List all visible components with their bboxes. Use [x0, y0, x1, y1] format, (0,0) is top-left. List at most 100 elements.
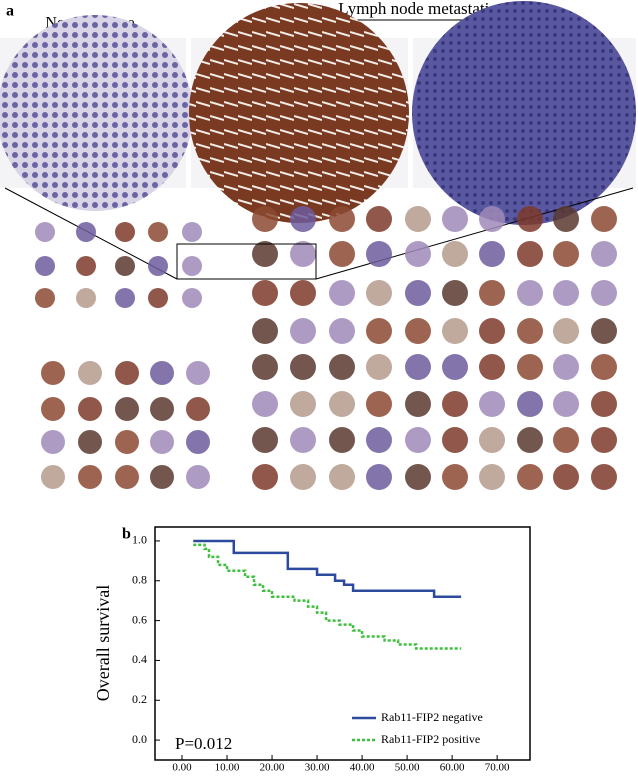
tma-core [186, 397, 210, 421]
tma-core [148, 256, 168, 276]
tma-core [442, 354, 468, 380]
tma-core [405, 391, 431, 417]
tma-core [115, 361, 139, 385]
tma-core [366, 280, 392, 306]
tma-core [366, 427, 392, 453]
tma-core [591, 241, 617, 267]
tma-core [442, 280, 468, 306]
tma-core [405, 241, 431, 267]
tma-core [150, 430, 174, 454]
tma-core [479, 391, 505, 417]
tma-core [115, 397, 139, 421]
tma-core [182, 288, 202, 308]
tma-core [405, 318, 431, 344]
tma-core [553, 464, 579, 490]
tma-core [290, 280, 316, 306]
tma-core [290, 318, 316, 344]
x-tick-label: 10.00 [215, 762, 240, 774]
tma-core [329, 318, 355, 344]
x-tick-label: 70.00 [485, 762, 510, 774]
survival-curve [193, 543, 462, 650]
tma-core [76, 222, 96, 242]
tma-core [479, 464, 505, 490]
tma-core [252, 391, 278, 417]
x-tick-label: 50.00 [395, 762, 420, 774]
tma-core [442, 206, 468, 232]
x-tick-label: 0.00 [172, 762, 192, 774]
tma-core [290, 391, 316, 417]
tma-core [76, 288, 96, 308]
tma-core [252, 280, 278, 306]
tma-core [150, 361, 174, 385]
tma-core [366, 241, 392, 267]
tma-core [591, 464, 617, 490]
tma-core [329, 206, 355, 232]
tma-core [553, 280, 579, 306]
tma-core [115, 256, 135, 276]
tma-core [252, 318, 278, 344]
tma-core [150, 465, 174, 489]
tma-core [186, 465, 210, 489]
tma-core [442, 318, 468, 344]
tma-core [479, 354, 505, 380]
y-axis-label: Overall survival [93, 585, 113, 701]
tma-core [553, 391, 579, 417]
tma-core [290, 464, 316, 490]
zoom-line [315, 187, 634, 280]
legend-label: Rab11-FIP2 negative [381, 710, 483, 724]
y-tick-label: 0.0 [132, 732, 147, 746]
tma-core [41, 430, 65, 454]
tma-core [290, 241, 316, 267]
y-tick-label: 1.0 [132, 533, 147, 547]
tma-core [517, 391, 543, 417]
tma-core [405, 464, 431, 490]
tma-core [591, 427, 617, 453]
tma-core [591, 391, 617, 417]
tma-core [41, 397, 65, 421]
tma-core [517, 280, 543, 306]
tma-core [366, 354, 392, 380]
tma-core [479, 280, 505, 306]
tma-core [442, 391, 468, 417]
survival-curve [193, 539, 462, 598]
y-tick-label: 0.8 [132, 573, 147, 587]
x-tick-label: 40.00 [350, 762, 375, 774]
tissue-core [412, 1, 636, 225]
plot-frame [154, 526, 531, 761]
tma-core [517, 241, 543, 267]
tma-core [290, 354, 316, 380]
tma-core [553, 427, 579, 453]
tma-core [553, 241, 579, 267]
legend-label: Rab11-FIP2 positive [381, 732, 480, 746]
tma-core [148, 288, 168, 308]
tma-core [553, 354, 579, 380]
tma-core [553, 318, 579, 344]
tma-core [442, 241, 468, 267]
tma-core [182, 256, 202, 276]
tma-core [115, 430, 139, 454]
tma-core [186, 430, 210, 454]
y-tick-label: 0.4 [132, 652, 147, 666]
x-tick-label: 30.00 [305, 762, 330, 774]
tma-core [442, 464, 468, 490]
tma-core [78, 397, 102, 421]
zoom-box [176, 243, 317, 280]
tma-core [76, 256, 96, 276]
tma-core [366, 318, 392, 344]
tma-core [78, 430, 102, 454]
tma-core [78, 465, 102, 489]
tma-core [517, 464, 543, 490]
microarray [35, 206, 617, 490]
tma-core [41, 361, 65, 385]
tma-core [78, 361, 102, 385]
tma-core [35, 256, 55, 276]
tma-core [479, 318, 505, 344]
tma-core [252, 241, 278, 267]
tma-core [591, 354, 617, 380]
tma-core [479, 206, 505, 232]
tma-core [252, 354, 278, 380]
tma-core [329, 464, 355, 490]
y-tick-label: 0.6 [132, 612, 147, 626]
tma-core [329, 391, 355, 417]
